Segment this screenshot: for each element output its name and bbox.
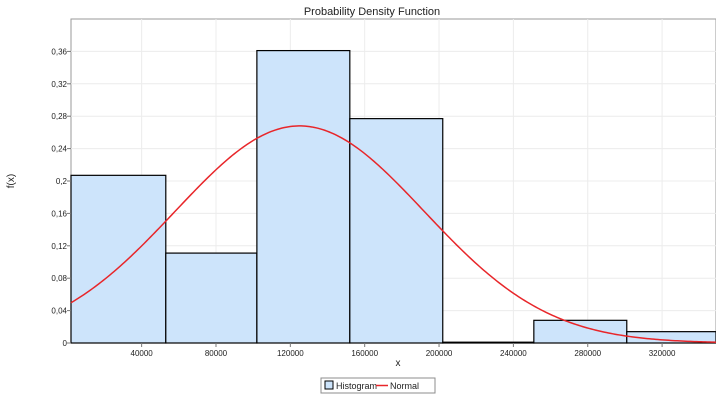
- x-tick-label: 240000: [500, 349, 527, 358]
- x-axis-label: x: [396, 358, 401, 369]
- y-axis-label: f(x): [6, 174, 17, 188]
- histogram-bar: [256, 49, 351, 344]
- y-tick-label: 0,08: [51, 274, 67, 283]
- y-tick-label: 0,2: [56, 177, 68, 186]
- y-tick-label: 0,32: [51, 80, 67, 89]
- x-tick-label: 160000: [351, 349, 378, 358]
- y-tick-label: 0,16: [51, 209, 67, 218]
- histogram-bar: [533, 319, 628, 344]
- y-tick-label: 0,24: [51, 145, 67, 154]
- normal-curve: [70, 125, 716, 343]
- y-tick-label: 0,36: [51, 47, 67, 56]
- y-axis-ticks: 0 0,04 0,08 0,12 0,16 0,2 0,24 0,28 0,32 0,36: [51, 47, 71, 348]
- histogram-bar: [349, 118, 444, 344]
- y-tick-label: 0: [63, 339, 68, 348]
- x-tick-label: 200000: [426, 349, 453, 358]
- x-tick-label: 40000: [131, 349, 154, 358]
- x-tick-label: 80000: [205, 349, 228, 358]
- legend: Histogram Normal: [320, 377, 436, 394]
- x-axis-ticks: 40000 80000 120000 160000 200000 240000 280000…: [131, 343, 676, 358]
- y-tick-label: 0,04: [51, 307, 67, 316]
- histogram-bar: [442, 341, 535, 344]
- y-tick-label: 0,28: [51, 112, 67, 121]
- histogram-bar: [165, 252, 258, 344]
- y-tick-label: 0,12: [51, 242, 67, 251]
- chart-title: Probability Density Function: [304, 6, 440, 18]
- histogram-bar: [70, 174, 167, 344]
- legend-normal-label: Normal: [390, 381, 419, 391]
- histogram-bars: [70, 49, 716, 344]
- legend-histogram-label: Histogram: [336, 381, 377, 391]
- x-tick-label: 280000: [574, 349, 601, 358]
- legend-histogram-swatch: [324, 380, 334, 390]
- x-tick-label: 120000: [277, 349, 304, 358]
- x-tick-label: 320000: [649, 349, 676, 358]
